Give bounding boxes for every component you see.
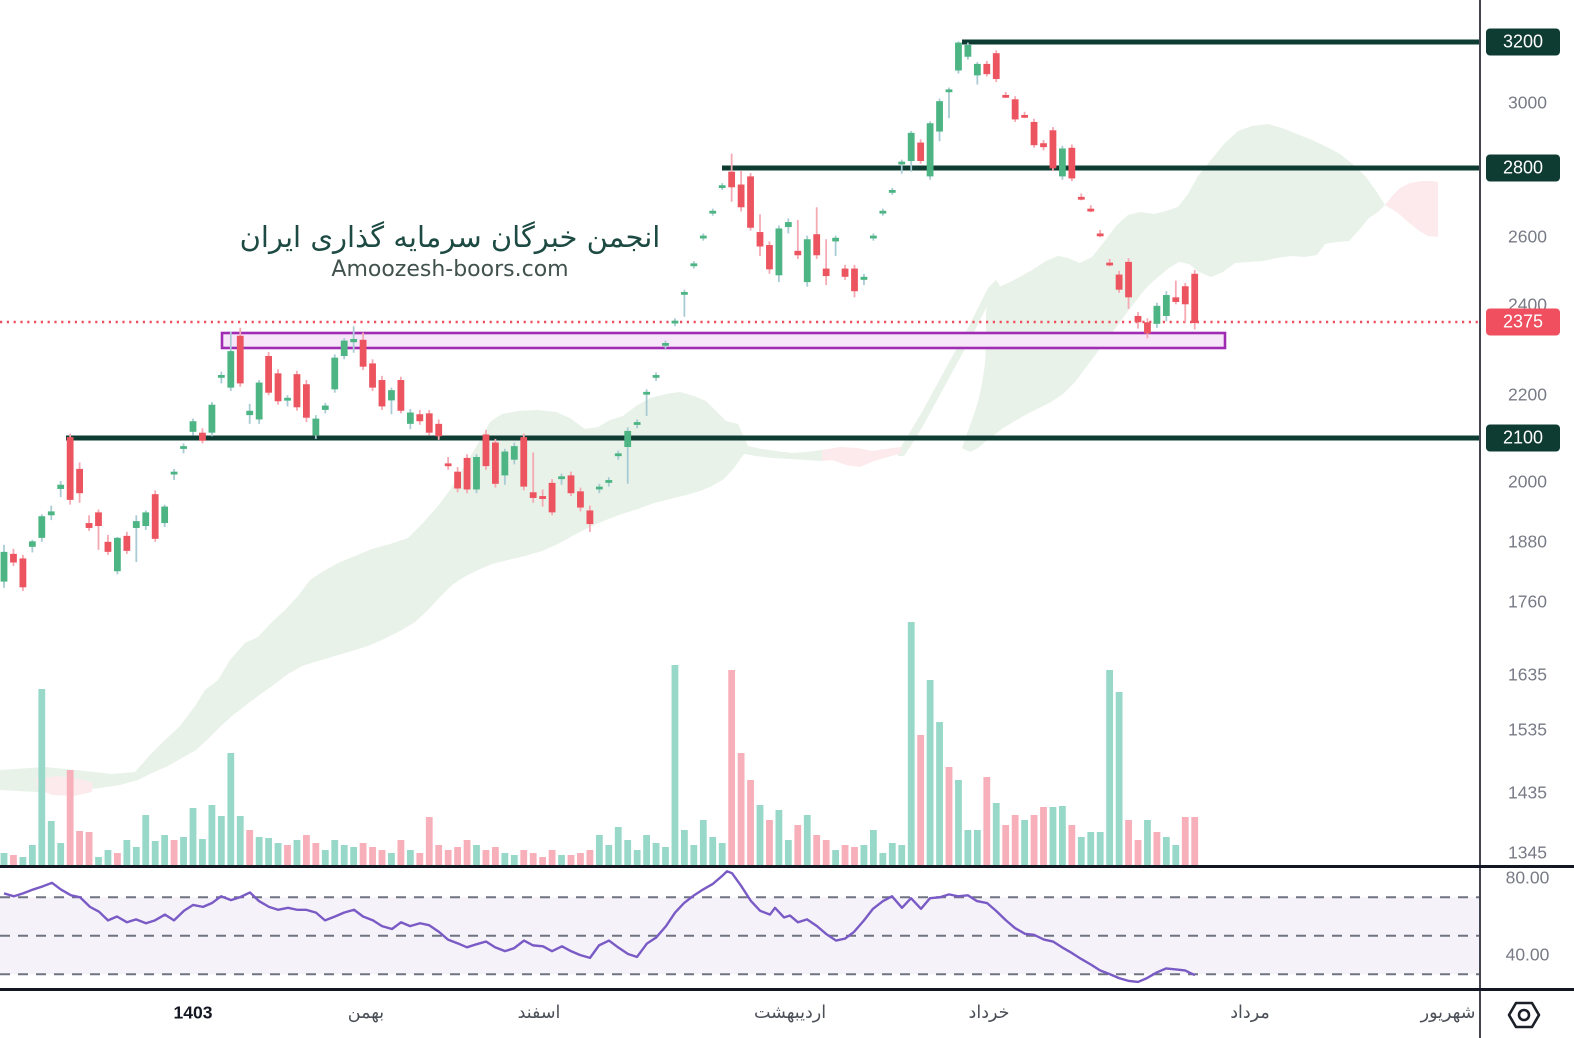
price-line-badge: 2800: [1486, 154, 1560, 182]
platform-logo-icon[interactable]: [1506, 999, 1544, 1031]
watermark-line-persian: انجمن خبرگان سرمایه گذاری ایران: [239, 220, 661, 254]
time-axis-month-label: اسفند: [517, 1003, 561, 1023]
price-scale-label: 2200: [1508, 384, 1547, 405]
price-line-badge: 3200: [1486, 28, 1560, 56]
supply-zone-box: [220, 331, 1227, 350]
pane-separator-time-axis: [0, 988, 1574, 991]
price-scale-label: 1345: [1508, 842, 1547, 863]
ichimoku-cloud: [0, 124, 1438, 796]
price-scale-label: 1760: [1508, 591, 1547, 612]
time-axis-month-label: بهمن: [347, 1003, 385, 1023]
time-axis-month-label: اردیبهشت: [753, 1003, 827, 1023]
price-line-badge: 2100: [1486, 424, 1560, 452]
time-axis[interactable]: 1403 بهمن اسفند اردیبهشت خرداد مرداد شهریور: [0, 991, 1479, 1038]
candlesticks: [0, 41, 1199, 591]
watermark-line-url: Amoozesh-boors.com: [331, 257, 569, 282]
price-scale-label: 2600: [1508, 226, 1547, 247]
price-scale-label: 1535: [1508, 719, 1547, 740]
price-scale-label: 2000: [1508, 471, 1547, 492]
time-axis-month-label: شهریور: [1420, 1003, 1476, 1023]
time-axis-month-label: خرداد: [968, 1003, 1010, 1023]
horizontal-level-lines: [66, 39, 1479, 441]
rsi-scale-label: 80.00: [1505, 867, 1550, 888]
pane-separator-rsi[interactable]: [0, 865, 1574, 868]
last-price-badge: 2375: [1486, 308, 1560, 336]
volume-bars: [0, 622, 1199, 865]
rsi-plot: [0, 870, 1479, 984]
watermark: انجمن خبرگان سرمایه گذاری ایران Amoozesh…: [225, 220, 675, 282]
price-scale-label: 1435: [1508, 782, 1547, 803]
time-axis-month-label: مرداد: [1230, 1003, 1270, 1023]
rsi-scale-label: 40.00: [1505, 944, 1550, 965]
price-scale-label: 3000: [1508, 92, 1547, 113]
time-axis-year-label: 1403: [173, 1002, 213, 1023]
price-scale-label: 1635: [1508, 664, 1547, 685]
price-axis[interactable]: 3000 2600 2400 2200 2000 1880 1760 1635 1535 1435…: [1479, 0, 1574, 1038]
price-scale-label: 1880: [1508, 531, 1547, 552]
